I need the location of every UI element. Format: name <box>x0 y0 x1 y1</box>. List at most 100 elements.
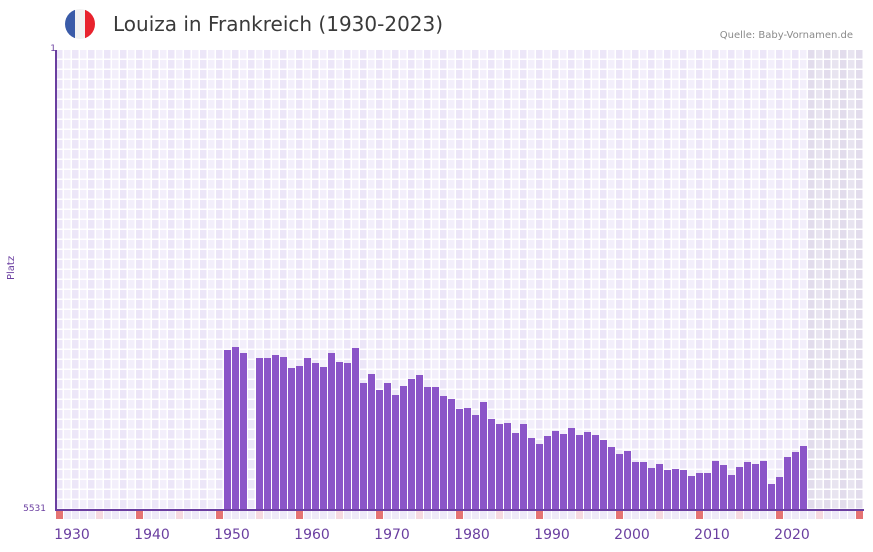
bar-1963[interactable] <box>320 367 327 510</box>
bar-1951[interactable] <box>224 350 231 510</box>
bar-1988[interactable] <box>520 424 527 510</box>
x-tick-mark <box>456 511 463 519</box>
x-tick-mark <box>112 511 119 519</box>
bar-2001[interactable] <box>624 451 631 510</box>
bar-1967[interactable] <box>352 347 359 510</box>
x-tick-mark <box>608 511 615 519</box>
bar-1991[interactable] <box>544 435 551 510</box>
france-flag-icon <box>65 9 95 39</box>
bar-1985[interactable] <box>496 424 503 510</box>
bar-2003[interactable] <box>640 462 647 510</box>
bar-2018[interactable] <box>760 461 767 510</box>
bar-1978[interactable] <box>440 395 447 510</box>
bar-2022[interactable] <box>792 452 799 510</box>
bar-1992[interactable] <box>552 430 559 510</box>
bar-1955[interactable] <box>256 357 263 510</box>
bar-1966[interactable] <box>344 363 351 510</box>
bar-2006[interactable] <box>664 470 671 510</box>
bar-1952[interactable] <box>232 346 239 510</box>
bar-1958[interactable] <box>280 356 287 510</box>
bar-2009[interactable] <box>688 475 695 510</box>
bar-2021[interactable] <box>784 457 791 510</box>
bar-1990[interactable] <box>536 443 543 510</box>
x-tick-mark <box>640 511 647 519</box>
x-tick-mark <box>856 511 863 519</box>
x-tick-mark <box>680 511 687 519</box>
bar-2012[interactable] <box>712 461 719 510</box>
bar-2016[interactable] <box>744 462 751 510</box>
bar-1962[interactable] <box>312 363 319 510</box>
bar-2019[interactable] <box>768 483 775 510</box>
bar-1956[interactable] <box>264 357 271 510</box>
bar-1989[interactable] <box>528 437 535 510</box>
bar-1959[interactable] <box>288 368 295 510</box>
bar-1960[interactable] <box>296 366 303 510</box>
bar-2011[interactable] <box>704 472 711 510</box>
bar-2010[interactable] <box>696 472 703 510</box>
bar-2014[interactable] <box>728 474 735 510</box>
bar-2002[interactable] <box>632 462 639 510</box>
bar-1964[interactable] <box>328 352 335 510</box>
bar-1993[interactable] <box>560 433 567 510</box>
bar-1965[interactable] <box>336 362 343 510</box>
x-tick-mark <box>784 511 791 519</box>
bar-1970[interactable] <box>376 389 383 510</box>
x-tick-mark <box>320 511 327 519</box>
bar-1996[interactable] <box>584 431 591 510</box>
bar-1980[interactable] <box>456 409 463 510</box>
bar-1957[interactable] <box>272 354 279 510</box>
flag-stripe-white <box>75 9 85 39</box>
x-tick-label-1960: 1960 <box>294 527 330 543</box>
x-tick-mark <box>776 511 783 519</box>
bar-1981[interactable] <box>464 408 471 510</box>
bar-1972[interactable] <box>392 394 399 510</box>
x-tick-mark <box>80 511 87 519</box>
bar-1977[interactable] <box>432 386 439 510</box>
bar-1974[interactable] <box>408 379 415 510</box>
bar-2005[interactable] <box>656 464 663 510</box>
bar-2008[interactable] <box>680 470 687 510</box>
bar-2007[interactable] <box>672 469 679 510</box>
bar-1999[interactable] <box>608 446 615 510</box>
bar-1987[interactable] <box>512 432 519 510</box>
bar-1971[interactable] <box>384 382 391 510</box>
bar-1979[interactable] <box>448 398 455 510</box>
bar-2015[interactable] <box>736 467 743 510</box>
bar-1997[interactable] <box>592 434 599 510</box>
bar-2000[interactable] <box>616 454 623 510</box>
x-tick-mark <box>440 511 447 519</box>
bar-1961[interactable] <box>304 357 311 510</box>
x-tick-mark <box>752 511 759 519</box>
bar-2004[interactable] <box>648 468 655 510</box>
bar-2023[interactable] <box>800 446 807 510</box>
x-tick-mark <box>392 511 399 519</box>
bar-1975[interactable] <box>416 375 423 510</box>
x-tick-mark <box>400 511 407 519</box>
x-tick-mark <box>832 511 839 519</box>
y-tick-top: 1 <box>50 44 56 54</box>
bar-1973[interactable] <box>400 385 407 510</box>
bar-1953[interactable] <box>240 352 247 510</box>
bar-2017[interactable] <box>752 464 759 510</box>
x-tick-mark <box>376 511 383 519</box>
bar-1969[interactable] <box>368 374 375 510</box>
bar-1994[interactable] <box>568 427 575 510</box>
bar-1968[interactable] <box>360 382 367 510</box>
bar-1998[interactable] <box>600 439 607 510</box>
y-tick-bottom: 5531 <box>23 504 46 514</box>
bar-1984[interactable] <box>488 419 495 510</box>
x-tick-mark <box>224 511 231 519</box>
x-tick-mark <box>312 511 319 519</box>
bar-2020[interactable] <box>776 476 783 510</box>
bar-1982[interactable] <box>472 415 479 510</box>
bar-1983[interactable] <box>480 402 487 510</box>
y-axis-line <box>55 50 57 511</box>
y-axis-label: Platz <box>6 255 17 280</box>
bar-2013[interactable] <box>720 465 727 510</box>
x-tick-mark <box>824 511 831 519</box>
bar-1986[interactable] <box>504 423 511 510</box>
bar-1995[interactable] <box>576 434 583 510</box>
bar-1976[interactable] <box>424 386 431 510</box>
grid-background <box>56 50 863 509</box>
x-tick-mark <box>296 511 303 519</box>
